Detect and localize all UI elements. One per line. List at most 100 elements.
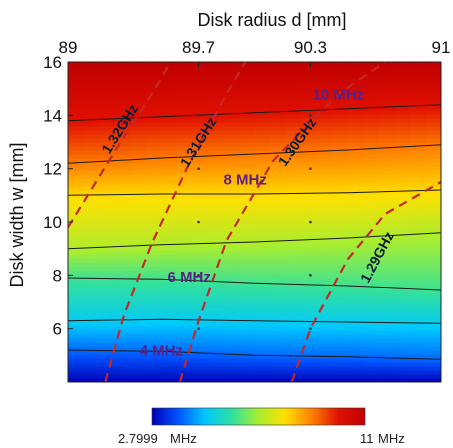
heatmap-cell: [270, 226, 287, 231]
heatmap-cell: [316, 150, 333, 155]
heatmap-cell: [192, 246, 209, 251]
heatmap-cell: [270, 250, 287, 255]
heatmap-cell: [99, 210, 116, 215]
heatmap-cell: [145, 114, 162, 119]
heatmap-cell: [176, 202, 193, 207]
heatmap-cell: [270, 246, 287, 251]
heatmap-cell: [223, 142, 240, 147]
heatmap-cell: [130, 66, 147, 71]
heatmap-cell: [176, 310, 193, 315]
heatmap-cell: [145, 258, 162, 263]
heatmap-cell: [238, 334, 256, 339]
heatmap-cell: [83, 202, 100, 207]
heatmap-cell: [238, 370, 256, 375]
heatmap-cell: [68, 130, 85, 135]
heatmap-cell: [192, 306, 209, 311]
heatmap-cell: [238, 130, 256, 135]
heatmap-cell: [223, 178, 240, 183]
heatmap-cell: [192, 214, 209, 219]
heatmap-cell: [285, 90, 302, 95]
heatmap-cell: [425, 142, 441, 147]
heatmap-cell: [145, 310, 162, 315]
heatmap-cell: [83, 70, 100, 75]
heatmap-cell: [316, 106, 333, 111]
heatmap-cell: [68, 322, 85, 327]
heatmap-cell: [192, 334, 209, 339]
heatmap-cell: [68, 194, 85, 199]
heatmap-cell: [363, 358, 380, 363]
heatmap-cell: [130, 282, 147, 287]
heatmap-cell: [270, 314, 287, 319]
heatmap-cell: [114, 246, 131, 251]
heatmap-cell: [425, 202, 441, 207]
heatmap-cell: [99, 378, 116, 382]
heatmap-cell: [161, 354, 178, 359]
heatmap-cell: [316, 70, 333, 75]
heatmap-cell: [332, 150, 349, 155]
heatmap-cell: [176, 138, 193, 143]
heatmap-cell: [207, 274, 225, 279]
heatmap-cell: [161, 74, 178, 79]
heatmap-cell: [83, 198, 100, 203]
heatmap-cell: [254, 114, 271, 119]
heatmap-cell: [223, 150, 240, 155]
heatmap-cell: [332, 230, 349, 235]
heatmap-cell: [378, 66, 395, 71]
heatmap-cell: [409, 114, 427, 119]
heatmap-cell: [161, 346, 178, 351]
heatmap-cell: [145, 254, 162, 259]
heatmap-cell: [378, 190, 395, 195]
heatmap-cell: [192, 162, 209, 167]
heatmap-cell: [99, 274, 116, 279]
heatmap-cell: [378, 158, 395, 163]
heatmap-cell: [378, 346, 395, 351]
heatmap-cell: [161, 262, 178, 267]
heatmap-cell: [285, 246, 302, 251]
heatmap-cell: [192, 282, 209, 287]
heatmap-cell: [99, 282, 116, 287]
heatmap-cell: [270, 170, 287, 175]
heatmap-cell: [68, 62, 85, 67]
heatmap-cell: [425, 218, 441, 223]
heatmap-cell: [238, 138, 256, 143]
heatmap-cell: [68, 198, 85, 203]
heatmap-cell: [394, 118, 411, 123]
colorbar-max-value: 11: [360, 431, 374, 446]
heatmap-cell: [254, 354, 271, 359]
y-axis-label: Disk width w [mm]: [7, 142, 27, 287]
heatmap-cell: [285, 254, 302, 259]
heatmap-cell: [145, 226, 162, 231]
heatmap-cell: [99, 94, 116, 99]
heatmap-cell: [68, 254, 85, 259]
heatmap-cell: [99, 242, 116, 247]
heatmap-cell: [409, 166, 427, 171]
heatmap-cell: [394, 102, 411, 107]
heatmap-cell: [192, 354, 209, 359]
heatmap-cell: [238, 366, 256, 371]
heatmap-cell: [301, 246, 318, 251]
heatmap-cell: [238, 234, 256, 239]
heatmap-cell: [378, 166, 395, 171]
heatmap-cell: [145, 222, 162, 227]
bandwidth-contour-line: [68, 349, 441, 360]
heatmap-cell: [316, 82, 333, 87]
heatmap-cell: [68, 206, 85, 211]
heatmap-cell: [409, 122, 427, 127]
heatmap-cell: [270, 138, 287, 143]
heatmap-cell: [130, 106, 147, 111]
heatmap-cell: [83, 214, 100, 219]
heatmap-cell: [161, 102, 178, 107]
heatmap-cell: [145, 366, 162, 371]
heatmap-cell: [363, 202, 380, 207]
heatmap-cell: [223, 338, 240, 343]
heatmap-cell: [223, 314, 240, 319]
heatmap-cell: [114, 222, 131, 227]
heatmap-cell: [332, 82, 349, 87]
heatmap-cell: [254, 182, 271, 187]
heatmap-cell: [207, 82, 225, 87]
heatmap-cell: [301, 234, 318, 239]
heatmap-cell: [83, 94, 100, 99]
heatmap-cell: [192, 170, 209, 175]
heatmap-cell: [68, 290, 85, 295]
heatmap-cell: [254, 98, 271, 103]
